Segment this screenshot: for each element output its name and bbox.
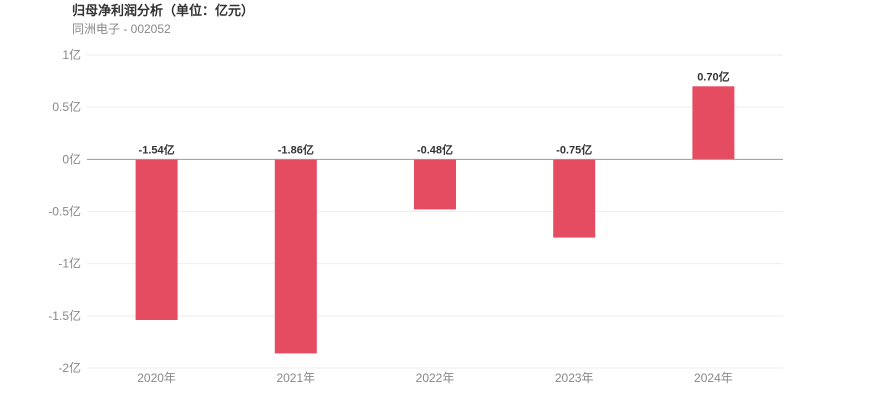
data-label: -1.54亿 — [139, 142, 175, 156]
bar — [135, 159, 178, 321]
y-tick-label: -2亿 — [58, 360, 81, 375]
data-label: -1.86亿 — [278, 142, 314, 156]
x-tick-label: 2020年 — [137, 371, 176, 385]
data-label: -0.75亿 — [556, 142, 592, 156]
y-tick-label: -1.5亿 — [48, 308, 81, 323]
bar — [553, 159, 596, 238]
chart-title: 归母净利润分析（单位：亿元） — [72, 3, 255, 18]
data-label: 0.70亿 — [697, 69, 729, 83]
bar — [692, 86, 735, 160]
x-tick-label: 2024年 — [694, 371, 733, 385]
bar — [274, 159, 317, 354]
y-tick-label: 1亿 — [62, 47, 81, 62]
data-label: -0.48亿 — [417, 142, 453, 156]
chart-subtitle: 同洲电子 - 002052 — [72, 22, 171, 36]
y-tick-label: -0.5亿 — [48, 204, 81, 219]
y-tick-label: -1亿 — [58, 256, 81, 271]
x-tick-label: 2021年 — [276, 371, 315, 385]
bar — [414, 159, 456, 210]
y-tick-label: 0.5亿 — [52, 99, 81, 114]
y-tick-label: 0亿 — [62, 151, 81, 166]
x-tick-label: 2022年 — [416, 371, 455, 385]
x-tick-label: 2023年 — [555, 371, 594, 385]
